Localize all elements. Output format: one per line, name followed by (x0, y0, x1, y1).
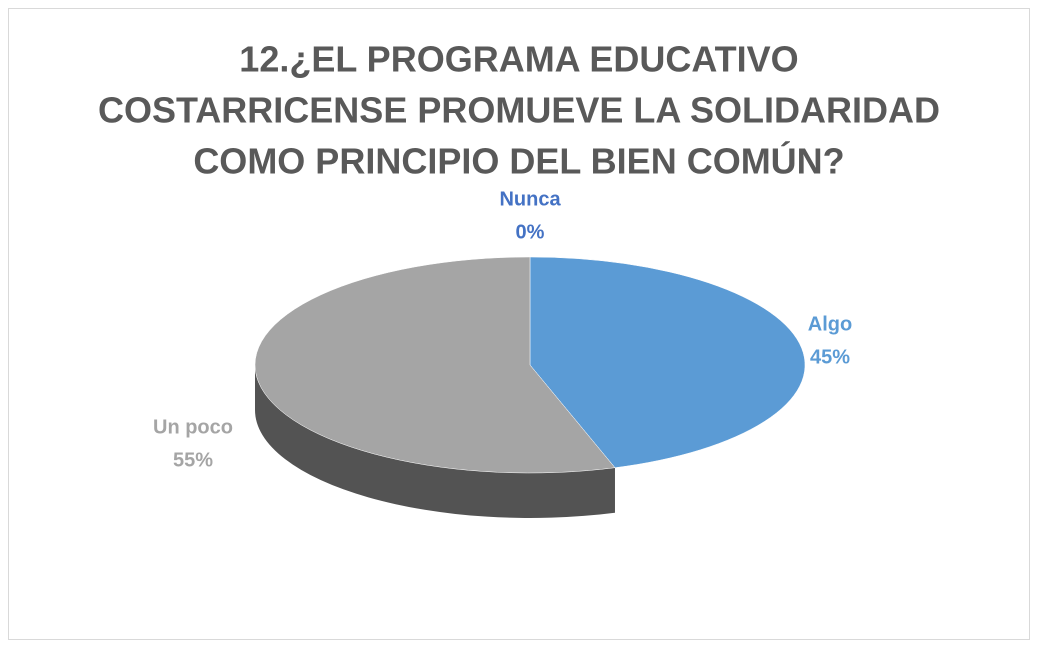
pie-slice (254, 256, 616, 474)
data-label-value: 0% (516, 221, 545, 243)
data-label-category: Un poco (153, 416, 233, 438)
pie-slice (529, 256, 806, 468)
pie-slice-side (255, 365, 615, 518)
data-label-category: Algo (808, 313, 852, 335)
chart-title: 12.¿EL PROGRAMA EDUCATIVO (239, 39, 798, 80)
chart-title: COMO PRINCIPIO DEL BIEN COMÚN? (193, 140, 844, 182)
data-label-value: 45% (810, 346, 850, 368)
data-label-value: 55% (173, 449, 213, 471)
chart-title: COSTARRICENSE PROMUEVE LA SOLIDARIDAD (98, 90, 940, 131)
data-label-category: Nunca (499, 188, 561, 210)
